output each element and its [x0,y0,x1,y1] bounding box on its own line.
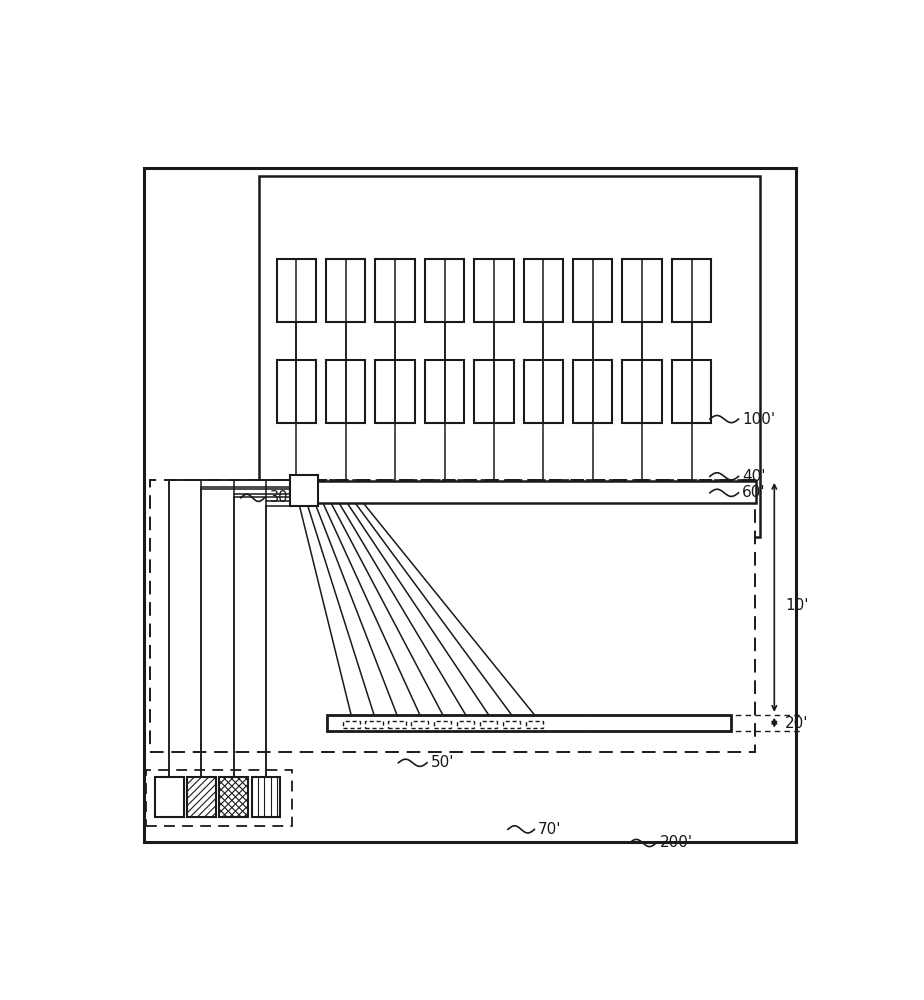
Bar [434,721,451,728]
Text: 70': 70' [538,822,562,837]
Bar [276,259,316,322]
Bar [251,777,280,817]
Text: 40': 40' [742,469,766,484]
Bar [480,721,497,728]
Bar [259,176,760,537]
Bar [326,259,365,322]
Bar [388,721,406,728]
Text: 50': 50' [431,755,454,770]
Bar [474,360,514,423]
Bar [375,259,415,322]
Bar [672,259,711,322]
Bar [573,259,613,322]
Bar [326,360,365,423]
Bar [524,360,563,423]
Bar [327,715,732,731]
Bar [411,721,429,728]
Text: 30': 30' [270,490,292,505]
Bar [305,481,757,503]
Bar [623,259,662,322]
Text: 200': 200' [660,835,693,850]
Bar [150,480,755,752]
Bar [289,475,318,506]
Bar [425,259,464,322]
Bar [474,259,514,322]
Bar [276,360,316,423]
Bar [219,777,248,817]
Bar [375,360,415,423]
Text: 20': 20' [785,716,808,731]
Bar [457,721,474,728]
Text: 60': 60' [742,485,766,500]
Bar [524,259,563,322]
Bar [526,721,543,728]
Bar [425,360,464,423]
Bar [187,777,216,817]
Text: 100': 100' [742,412,775,427]
Bar [672,360,711,423]
Bar [146,770,292,826]
Text: 10': 10' [785,598,808,613]
Bar [573,360,613,423]
Bar [155,777,184,817]
Bar [503,721,520,728]
Bar [623,360,662,423]
Bar [343,721,359,728]
Bar [365,721,383,728]
